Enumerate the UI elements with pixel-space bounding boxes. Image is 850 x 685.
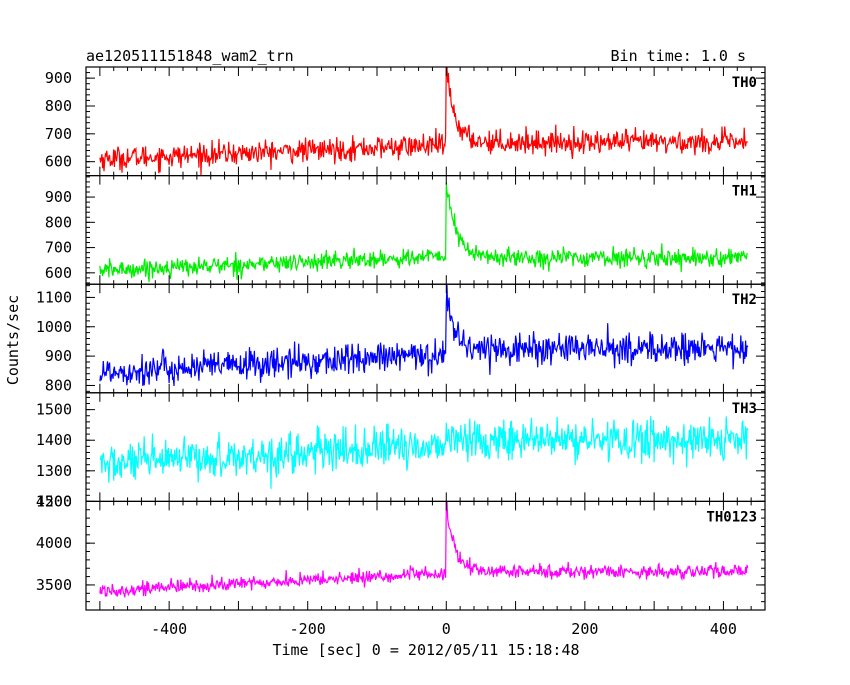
x-axis-label: Time [sec] 0 = 2012/05/11 15:18:48	[272, 641, 579, 659]
y-tick-label: 4500	[36, 492, 72, 510]
y-axis-label: Counts/sec	[4, 295, 22, 385]
y-tick-label: 1100	[36, 288, 72, 306]
y-tick-label: 700	[45, 125, 72, 143]
series-line-th1	[99, 182, 748, 283]
series-line-th0	[99, 67, 749, 176]
y-tick-label: 900	[45, 69, 72, 87]
y-tick-label: 600	[45, 264, 72, 282]
panels-group: 600 700 800 900 TH0 600 700 800 900 TH1 800 900 1000…	[36, 66, 766, 638]
panel-label-th3: TH3	[732, 401, 757, 417]
y-tick-label: 4000	[36, 534, 72, 552]
panel-label-th0: TH0	[732, 75, 757, 91]
y-tick-label: 800	[45, 376, 72, 394]
y-tick-label: 900	[45, 347, 72, 365]
x-tick-label: -200	[290, 620, 326, 638]
y-tick-label: 1200	[36, 492, 72, 510]
series-line-th0123	[99, 501, 749, 598]
y-tick-label: 600	[45, 153, 72, 171]
x-tick-label: 0	[442, 620, 451, 638]
panel-label-th0123: TH0123	[706, 509, 757, 525]
bin-time-label: Bin time: 1.0 s	[611, 47, 746, 65]
y-tick-label: 1400	[36, 431, 72, 449]
y-tick-label: 1300	[36, 462, 72, 480]
panel-frame-th2	[85, 283, 766, 394]
y-tick-label: 1000	[36, 318, 72, 336]
panel-frame-th0123	[85, 500, 766, 611]
panel-label-th1: TH1	[732, 184, 757, 200]
panel-label-th2: TH2	[732, 292, 757, 308]
y-tick-label: 800	[45, 97, 72, 115]
y-tick-label: 800	[45, 213, 72, 231]
chart-title: ae120511151848_wam2_trn	[86, 47, 294, 65]
x-tick-label: 200	[571, 620, 598, 638]
y-tick-label: 900	[45, 188, 72, 206]
series-line-th2	[99, 285, 749, 387]
y-tick-label: 3500	[36, 576, 72, 594]
y-tick-label: 700	[45, 239, 72, 257]
x-tick-label: 400	[710, 620, 737, 638]
x-tick-label: -400	[151, 620, 187, 638]
y-tick-label: 1500	[36, 401, 72, 419]
series-line-th3	[99, 416, 749, 489]
